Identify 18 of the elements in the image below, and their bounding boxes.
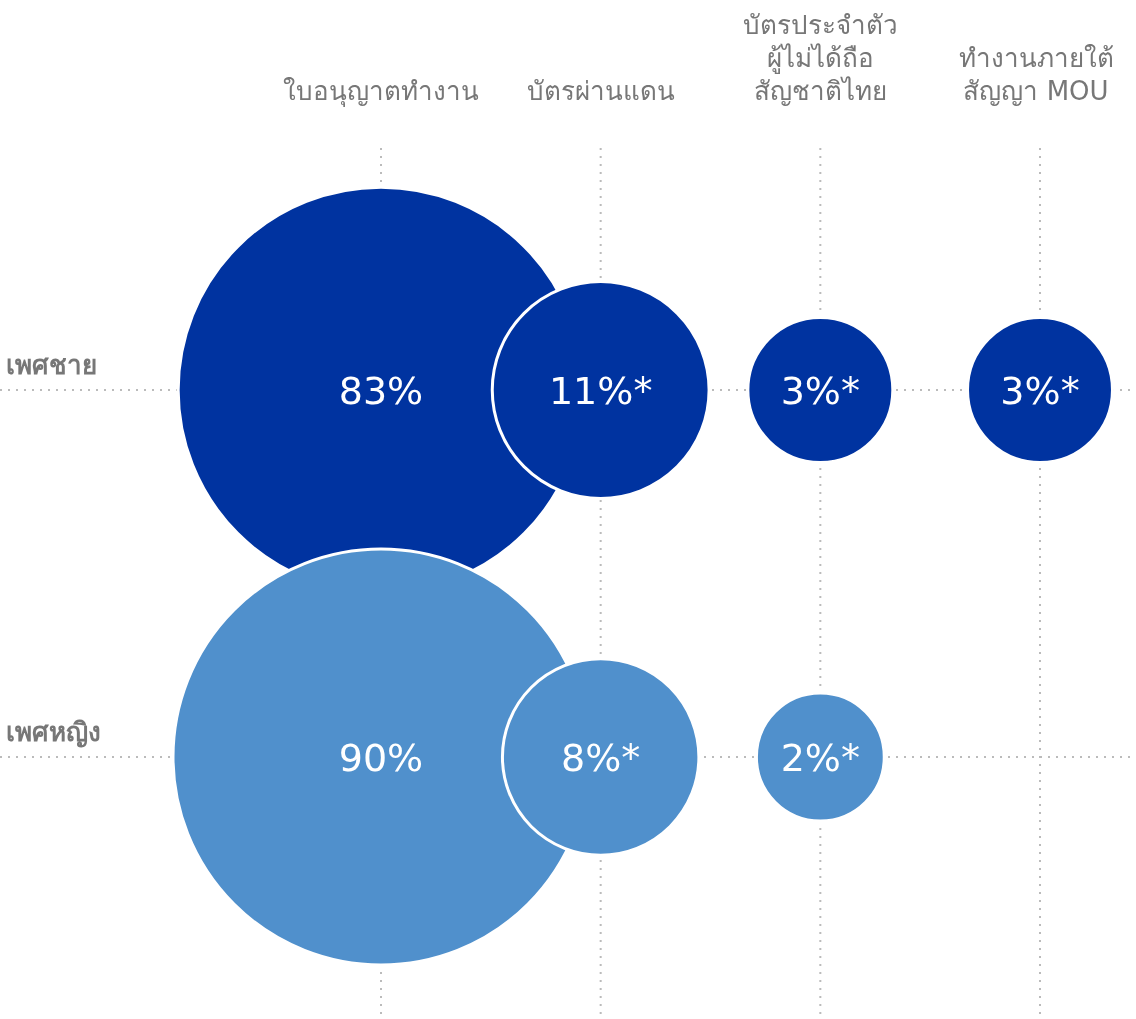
x-tick-label: ใบอนุญาตทำงาน <box>283 76 479 107</box>
data-label: 3%* <box>1000 369 1080 413</box>
x-tick-label: บัตรประจำตัว ผู้ไม่ได้ถือ สัญชาติไทย <box>742 10 898 106</box>
data-label: 83% <box>338 369 424 413</box>
y-tick-label: เพศหญิง <box>6 717 101 748</box>
cell: 2%* <box>754 691 886 823</box>
cell: 3%* <box>966 316 1114 464</box>
data-label: 90% <box>338 736 424 780</box>
y-tick-label: เพศชาย <box>6 350 97 380</box>
cell: 8%* <box>500 657 701 857</box>
cell: 11%* <box>490 280 711 500</box>
x-tick-label: ทำงานภายใต้ สัญญา MOU <box>958 43 1114 106</box>
x-tick-label: บัตรผ่านแดน <box>526 76 675 106</box>
cell: 3%* <box>746 316 895 464</box>
data-label: 3%* <box>780 369 860 413</box>
data-label: 11%* <box>548 369 653 413</box>
data-label: 8%* <box>561 736 641 780</box>
data-label: 2%* <box>780 736 860 780</box>
